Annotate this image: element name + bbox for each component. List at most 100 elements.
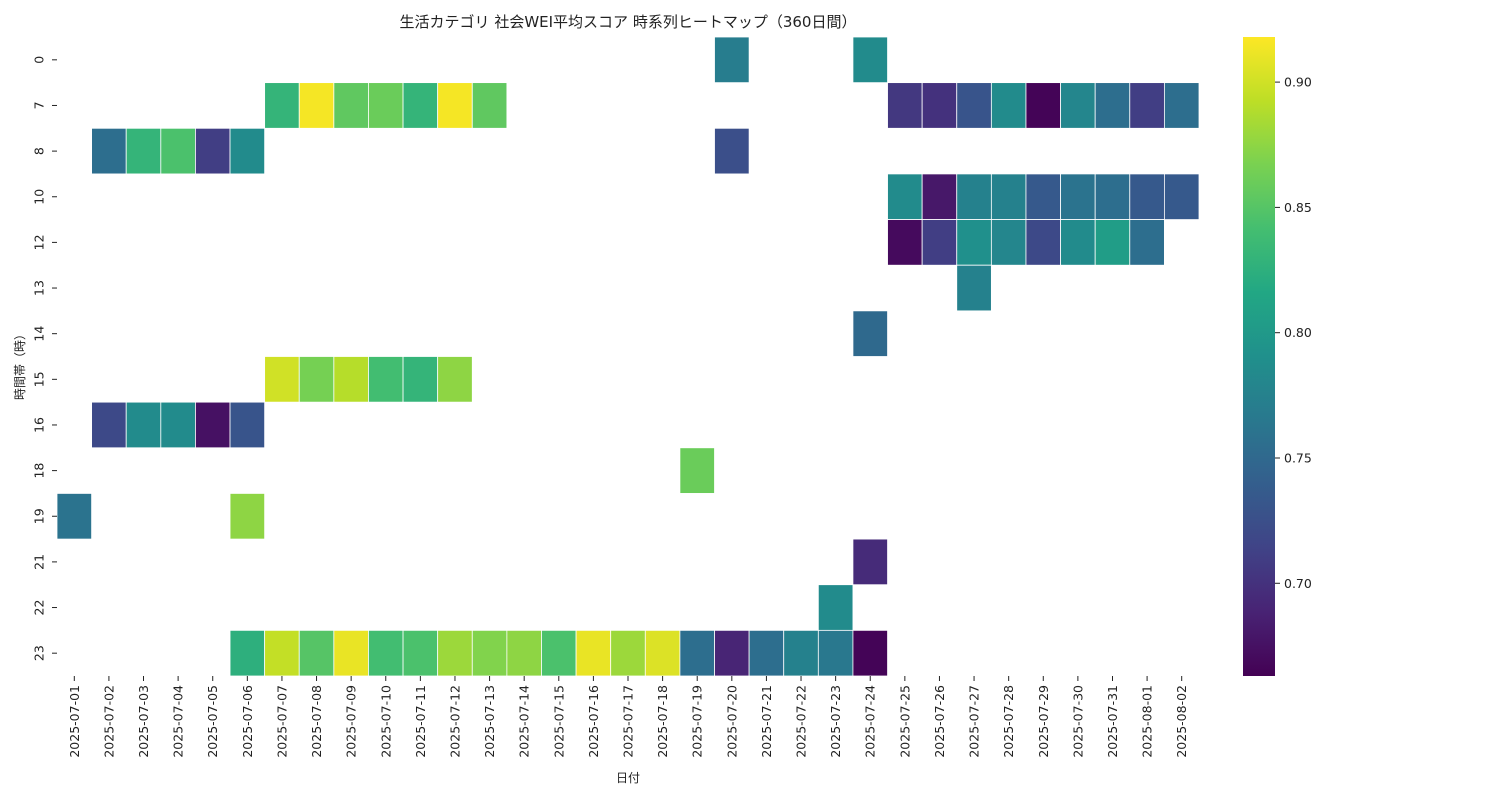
x-tick-label: 2025-07-13 bbox=[482, 685, 497, 758]
heatmap-cell bbox=[1094, 173, 1131, 220]
heatmap-cell bbox=[748, 629, 785, 677]
heatmap-cell bbox=[1025, 82, 1061, 129]
x-tick-label: 2025-07-24 bbox=[863, 685, 878, 758]
heatmap-cell bbox=[1025, 173, 1061, 220]
heatmap-cell bbox=[852, 310, 888, 357]
y-tick-label: 23 bbox=[32, 645, 47, 661]
heatmap-cell bbox=[1129, 219, 1165, 266]
heatmap-cell bbox=[956, 82, 992, 129]
heatmap-cell bbox=[817, 584, 854, 631]
heatmap-cell bbox=[1163, 173, 1200, 220]
y-tick-label: 14 bbox=[32, 326, 47, 342]
heatmap-cell bbox=[471, 629, 508, 677]
x-tick-label: 2025-07-18 bbox=[655, 685, 670, 758]
colorbar-tick-label: 0.75 bbox=[1284, 450, 1312, 465]
heatmap-cell bbox=[1025, 219, 1061, 266]
x-tick-label: 2025-07-31 bbox=[1105, 685, 1120, 758]
heatmap-cell bbox=[1094, 82, 1131, 129]
y-tick-label: 7 bbox=[32, 101, 47, 109]
x-tick-label: 2025-07-23 bbox=[828, 685, 843, 758]
heatmap-cell bbox=[714, 127, 750, 175]
heatmap-cell bbox=[817, 629, 854, 677]
x-tick-label: 2025-07-25 bbox=[897, 685, 912, 758]
heatmap-cell bbox=[956, 173, 992, 220]
heatmap-cell bbox=[541, 629, 577, 677]
heatmap-cell bbox=[160, 401, 196, 449]
heatmap-cell bbox=[990, 173, 1027, 220]
y-tick-label: 10 bbox=[32, 189, 47, 205]
heatmap-cell bbox=[229, 629, 266, 677]
x-tick-label: 2025-07-14 bbox=[517, 685, 532, 758]
y-tick-label: 22 bbox=[32, 600, 47, 616]
heatmap-cell bbox=[91, 401, 127, 449]
heatmap-cell bbox=[644, 629, 681, 677]
x-tick-label: 2025-07-03 bbox=[136, 685, 151, 758]
x-tick-label: 2025-07-08 bbox=[309, 685, 324, 758]
x-tick-label: 2025-07-30 bbox=[1070, 685, 1085, 758]
y-tick-label: 16 bbox=[32, 417, 47, 433]
heatmap-cell bbox=[264, 82, 300, 129]
y-tick-label: 15 bbox=[32, 371, 47, 387]
x-axis-ticks: 2025-07-01 2025-07-02 2025-07-03 2025-07-04… bbox=[67, 676, 1189, 758]
colorbar bbox=[1243, 37, 1275, 676]
heatmap-cell bbox=[264, 629, 300, 677]
heatmap-cell bbox=[437, 356, 473, 403]
y-axis-label: 時間帯（時） bbox=[13, 328, 27, 400]
y-tick-label: 13 bbox=[32, 280, 47, 296]
heatmap-cell bbox=[990, 219, 1027, 266]
heatmap-cell bbox=[471, 82, 508, 129]
heatmap-cell bbox=[990, 82, 1027, 129]
colorbar-tick-label: 0.90 bbox=[1284, 75, 1312, 90]
x-tick-label: 2025-07-05 bbox=[205, 685, 220, 758]
heatmap-cell bbox=[1060, 219, 1096, 266]
heatmap-cell bbox=[229, 493, 266, 540]
y-tick-label: 19 bbox=[32, 508, 47, 524]
chart-title: 生活カテゴリ 社会WEI平均スコア 時系列ヒートマップ（360日間） bbox=[400, 13, 857, 31]
heatmap-cell bbox=[195, 401, 231, 449]
heatmap-cell bbox=[160, 127, 196, 175]
y-tick-label: 18 bbox=[32, 463, 47, 479]
colorbar-tick-label: 0.70 bbox=[1284, 576, 1312, 591]
heatmap-cell bbox=[921, 82, 958, 129]
heatmap-cell bbox=[783, 629, 819, 677]
x-tick-label: 2025-07-19 bbox=[690, 685, 705, 758]
heatmap-cell bbox=[402, 629, 439, 677]
heatmap-cell bbox=[368, 82, 404, 129]
x-tick-label: 2025-07-02 bbox=[101, 685, 116, 758]
x-tick-label: 2025-07-22 bbox=[794, 685, 809, 758]
heatmap-cell bbox=[298, 356, 335, 403]
heatmap-cell bbox=[368, 629, 404, 677]
heatmap-cell bbox=[229, 127, 266, 175]
x-tick-label: 2025-07-16 bbox=[586, 685, 601, 758]
heatmap-cell bbox=[956, 219, 992, 266]
heatmap-cell bbox=[1094, 219, 1131, 266]
x-tick-label: 2025-07-07 bbox=[274, 685, 289, 758]
heatmap-cell bbox=[229, 401, 266, 449]
x-tick-label: 2025-07-06 bbox=[240, 685, 255, 758]
heatmap-cell bbox=[956, 264, 992, 312]
heatmap-cell bbox=[125, 401, 162, 449]
y-tick-label: 12 bbox=[32, 234, 47, 250]
heatmap-cells bbox=[56, 36, 1200, 677]
colorbar-tick-label: 0.85 bbox=[1284, 200, 1312, 215]
x-tick-label: 2025-07-17 bbox=[621, 685, 636, 758]
x-tick-label: 2025-07-04 bbox=[171, 685, 186, 758]
heatmap-cell bbox=[852, 538, 888, 586]
heatmap-cell bbox=[368, 356, 404, 403]
heatmap-cell bbox=[1163, 82, 1200, 129]
heatmap-cell bbox=[921, 173, 958, 220]
heatmap-cell bbox=[1129, 173, 1165, 220]
x-tick-label: 2025-07-01 bbox=[67, 685, 82, 758]
heatmap-cell bbox=[91, 127, 127, 175]
x-tick-label: 2025-07-10 bbox=[378, 685, 393, 758]
heatmap-cell bbox=[437, 629, 473, 677]
heatmap-cell bbox=[333, 629, 369, 677]
heatmap-cell bbox=[887, 82, 923, 129]
heatmap-cell bbox=[852, 36, 888, 84]
heatmap-cell bbox=[1060, 82, 1096, 129]
x-tick-label: 2025-07-27 bbox=[967, 685, 982, 758]
y-tick-label: 8 bbox=[32, 147, 47, 155]
heatmap-cell bbox=[1129, 82, 1165, 129]
y-tick-label: 21 bbox=[32, 554, 47, 570]
